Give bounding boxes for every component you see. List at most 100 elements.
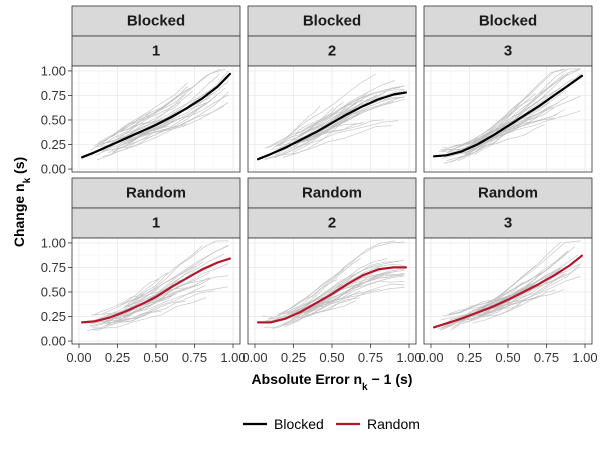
individual-trajectory — [102, 244, 229, 315]
x-tick-label: 1.00 — [396, 350, 421, 365]
individual-trajectory — [448, 89, 534, 152]
mean-trajectory-line — [81, 72, 231, 159]
facet-strip-group-label: Blocked — [303, 13, 361, 30]
x-tick-label: 0.25 — [281, 350, 306, 365]
y-tick-label: 0.75 — [41, 88, 66, 103]
individual-trajectory — [468, 123, 545, 153]
individual-trajectory — [272, 265, 382, 321]
facet-strip-session-label: 2 — [328, 215, 336, 232]
individual-trajectory — [283, 270, 397, 326]
y-tick-label: 0.50 — [41, 284, 66, 299]
facet-strip-session — [423, 207, 593, 239]
facet-strip-group — [423, 177, 593, 209]
facet-strip-group-label: Random — [302, 185, 362, 202]
individual-trajectory — [295, 102, 344, 134]
individual-trajectory — [102, 286, 229, 324]
y-axis-title: Change nk (s) — [11, 157, 33, 247]
x-axis-title: Absolute Error nk − 1 (s) — [252, 371, 413, 393]
individual-trajectory — [451, 291, 520, 331]
individual-trajectory — [450, 89, 566, 154]
facet-strip-session-label: 1 — [152, 43, 160, 60]
individual-trajectory — [95, 94, 186, 156]
mean-trajectory-line — [433, 74, 583, 158]
facet-strip-session — [71, 35, 241, 67]
individual-trajectory — [302, 274, 405, 307]
individual-trajectory — [465, 107, 518, 155]
facet-strip-group — [71, 5, 241, 37]
individual-trajectory — [267, 268, 345, 320]
facet-panel: Blocked 1 — [71, 5, 241, 173]
individual-trajectory — [302, 263, 405, 309]
individual-trajectory — [90, 82, 188, 151]
y-axis-title-main: Change n — [11, 183, 27, 247]
individual-trajectory — [112, 100, 212, 153]
legend-label-blocked: Blocked — [274, 416, 324, 432]
mean-trajectory-line — [257, 91, 407, 161]
individual-trajectory — [273, 120, 399, 153]
axes-layer: 0.000.250.500.751.000.000.250.500.751.00… — [41, 63, 598, 365]
x-tick-label: 1.00 — [572, 350, 597, 365]
panel-grid — [72, 238, 240, 344]
facet-panel: Random 3 — [423, 177, 593, 345]
individual-trajectory — [106, 278, 160, 317]
y-axis-title-sub: k — [22, 177, 33, 183]
legend: Blocked Random — [243, 416, 420, 432]
x-axis-title-main: Absolute Error n — [252, 371, 362, 387]
individual-trajectory — [455, 288, 565, 322]
x-tick-label: 0.75 — [182, 350, 207, 365]
individual-trajectory — [287, 87, 401, 145]
mean-trajectory-line — [433, 254, 583, 329]
panel-grid — [424, 238, 592, 344]
individual-trajectory — [87, 297, 207, 331]
individual-trajectory — [271, 105, 321, 151]
individual-trajectory — [89, 290, 177, 327]
facet-strip-group — [247, 177, 417, 209]
facet-strip-session — [71, 207, 241, 239]
y-tick-label: 0.50 — [41, 112, 66, 127]
x-axis-title-tail: − 1 (s) — [372, 371, 413, 387]
individual-trajectories — [90, 68, 229, 161]
facet-panel: Blocked 3 — [423, 5, 593, 173]
x-tick-label: 0.50 — [319, 350, 344, 365]
individual-trajectory — [91, 284, 200, 316]
individual-trajectory — [105, 310, 162, 326]
x-tick-label: 0.00 — [66, 350, 91, 365]
facet-strip-group-label: Random — [478, 185, 538, 202]
individual-trajectory — [450, 74, 565, 163]
x-tick-label: 0.25 — [105, 350, 130, 365]
y-tick-label: 0.00 — [41, 162, 66, 177]
individual-trajectory — [299, 280, 405, 312]
individual-trajectory — [475, 271, 563, 319]
x-tick-label: 0.00 — [242, 350, 267, 365]
mean-trajectory-line — [257, 266, 407, 324]
individual-trajectory — [451, 73, 569, 150]
individual-trajectory — [474, 101, 550, 155]
facet-strip-group-label: Blocked — [127, 13, 185, 30]
individual-trajectory — [282, 118, 349, 158]
individual-trajectory — [287, 241, 405, 313]
x-tick-label: 0.00 — [418, 350, 443, 365]
individual-trajectory — [301, 89, 405, 135]
facet-strip-session-label: 3 — [504, 43, 512, 60]
individual-trajectory — [304, 85, 405, 142]
x-tick-label: 0.25 — [457, 350, 482, 365]
facet-strip-group — [71, 177, 241, 209]
individual-trajectory — [301, 99, 364, 132]
individual-trajectory — [93, 310, 153, 329]
y-axis-title-tail: (s) — [11, 157, 27, 178]
individual-trajectory — [302, 297, 360, 318]
x-tick-label: 0.50 — [495, 350, 520, 365]
individual-trajectory — [127, 245, 203, 305]
individual-trajectory — [267, 73, 377, 149]
mean-trajectory-line — [81, 257, 231, 324]
individual-trajectory — [123, 263, 229, 307]
individual-trajectory — [443, 281, 524, 317]
y-tick-label: 1.00 — [41, 63, 66, 78]
facet-strip-session — [247, 207, 417, 239]
individual-trajectory — [467, 241, 562, 320]
individual-trajectory — [440, 268, 561, 321]
individual-trajectory — [304, 275, 405, 314]
facet-strip-session-label: 1 — [152, 215, 160, 232]
individual-trajectory — [458, 276, 581, 321]
